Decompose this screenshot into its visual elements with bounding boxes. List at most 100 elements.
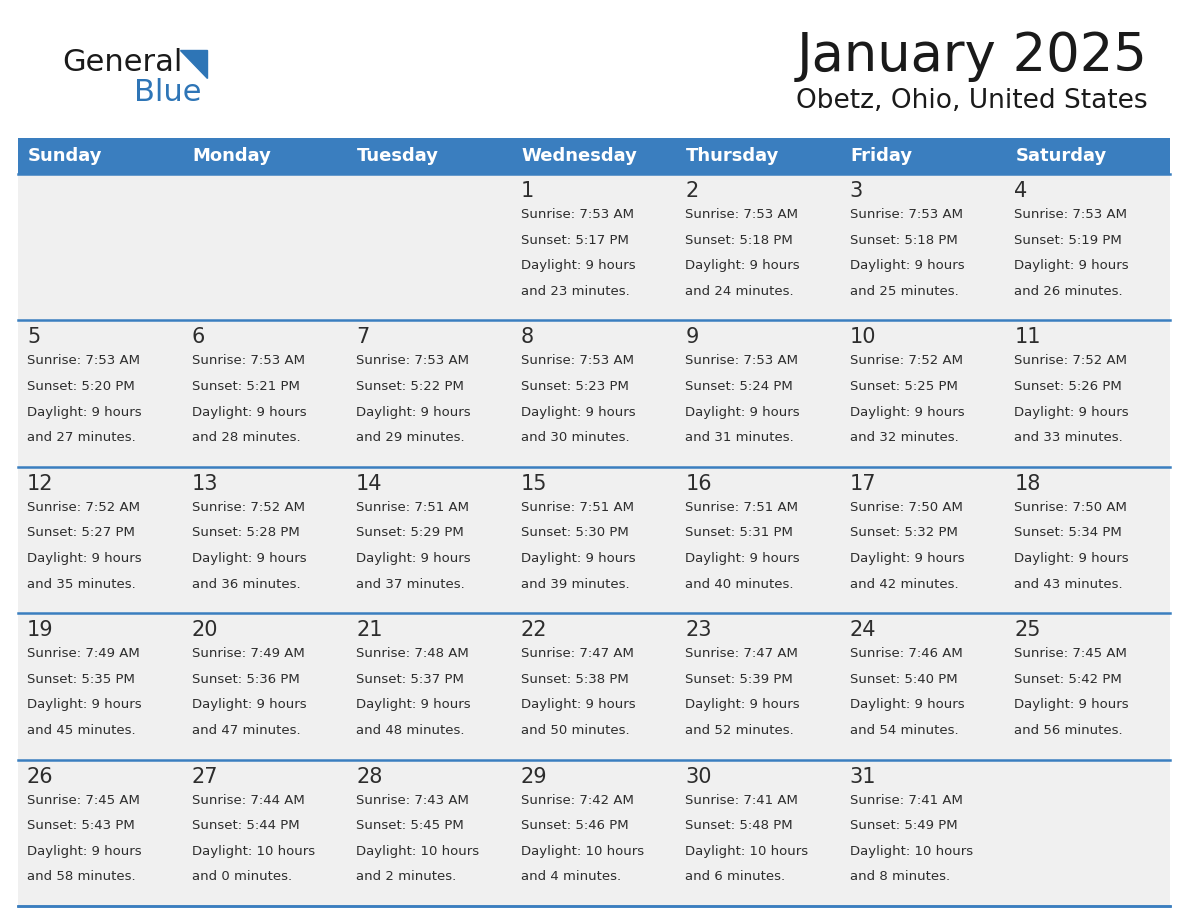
Text: Sunset: 5:45 PM: Sunset: 5:45 PM: [356, 819, 463, 833]
Bar: [347, 138, 512, 174]
Text: Sunrise: 7:46 AM: Sunrise: 7:46 AM: [849, 647, 962, 660]
Text: Monday: Monday: [192, 147, 271, 165]
Text: Sunrise: 7:45 AM: Sunrise: 7:45 AM: [1015, 647, 1127, 660]
Text: 18: 18: [1015, 474, 1041, 494]
Text: 28: 28: [356, 767, 383, 787]
Text: Sunset: 5:32 PM: Sunset: 5:32 PM: [849, 526, 958, 540]
Text: 15: 15: [520, 474, 548, 494]
Text: 30: 30: [685, 767, 712, 787]
Text: and 56 minutes.: and 56 minutes.: [1015, 724, 1123, 737]
Text: Sunrise: 7:53 AM: Sunrise: 7:53 AM: [191, 354, 304, 367]
Text: and 47 minutes.: and 47 minutes.: [191, 724, 301, 737]
Text: Sunset: 5:22 PM: Sunset: 5:22 PM: [356, 380, 465, 393]
Text: Daylight: 9 hours: Daylight: 9 hours: [27, 699, 141, 711]
Text: 8: 8: [520, 328, 533, 347]
Text: Tuesday: Tuesday: [358, 147, 440, 165]
Text: Sunrise: 7:53 AM: Sunrise: 7:53 AM: [356, 354, 469, 367]
Text: 5: 5: [27, 328, 40, 347]
Text: 24: 24: [849, 621, 877, 640]
Text: 4: 4: [1015, 181, 1028, 201]
Text: Sunrise: 7:51 AM: Sunrise: 7:51 AM: [520, 501, 633, 514]
Text: and 26 minutes.: and 26 minutes.: [1015, 285, 1123, 297]
Text: Sunset: 5:20 PM: Sunset: 5:20 PM: [27, 380, 134, 393]
Text: 19: 19: [27, 621, 53, 640]
Text: Sunset: 5:40 PM: Sunset: 5:40 PM: [849, 673, 958, 686]
Text: and 40 minutes.: and 40 minutes.: [685, 577, 794, 590]
Bar: [676, 138, 841, 174]
Text: Sunrise: 7:52 AM: Sunrise: 7:52 AM: [191, 501, 304, 514]
Text: Sunrise: 7:47 AM: Sunrise: 7:47 AM: [685, 647, 798, 660]
Text: 25: 25: [1015, 621, 1041, 640]
Text: and 2 minutes.: and 2 minutes.: [356, 870, 456, 883]
Text: and 45 minutes.: and 45 minutes.: [27, 724, 135, 737]
Text: 14: 14: [356, 474, 383, 494]
Text: 31: 31: [849, 767, 877, 787]
Text: Daylight: 9 hours: Daylight: 9 hours: [520, 699, 636, 711]
Text: Daylight: 10 hours: Daylight: 10 hours: [685, 845, 808, 857]
Text: Daylight: 9 hours: Daylight: 9 hours: [849, 259, 965, 273]
Text: and 30 minutes.: and 30 minutes.: [520, 431, 630, 444]
Text: Sunrise: 7:49 AM: Sunrise: 7:49 AM: [191, 647, 304, 660]
Text: Daylight: 9 hours: Daylight: 9 hours: [27, 406, 141, 419]
Bar: [1005, 138, 1170, 174]
Text: Daylight: 9 hours: Daylight: 9 hours: [520, 259, 636, 273]
Text: Sunset: 5:31 PM: Sunset: 5:31 PM: [685, 526, 794, 540]
Text: 3: 3: [849, 181, 864, 201]
Text: Daylight: 9 hours: Daylight: 9 hours: [191, 699, 307, 711]
Text: 21: 21: [356, 621, 383, 640]
Text: 16: 16: [685, 474, 712, 494]
Text: Sunset: 5:24 PM: Sunset: 5:24 PM: [685, 380, 794, 393]
Text: Daylight: 9 hours: Daylight: 9 hours: [685, 406, 800, 419]
Text: and 36 minutes.: and 36 minutes.: [191, 577, 301, 590]
Text: and 6 minutes.: and 6 minutes.: [685, 870, 785, 883]
Text: Daylight: 9 hours: Daylight: 9 hours: [520, 552, 636, 565]
Text: Daylight: 10 hours: Daylight: 10 hours: [356, 845, 479, 857]
Text: Daylight: 10 hours: Daylight: 10 hours: [191, 845, 315, 857]
Text: Sunrise: 7:49 AM: Sunrise: 7:49 AM: [27, 647, 140, 660]
Text: and 24 minutes.: and 24 minutes.: [685, 285, 794, 297]
Text: Sunrise: 7:44 AM: Sunrise: 7:44 AM: [191, 793, 304, 807]
Text: Sunrise: 7:52 AM: Sunrise: 7:52 AM: [849, 354, 962, 367]
Text: and 50 minutes.: and 50 minutes.: [520, 724, 630, 737]
Text: and 39 minutes.: and 39 minutes.: [520, 577, 630, 590]
Text: Daylight: 9 hours: Daylight: 9 hours: [356, 699, 470, 711]
Text: Sunrise: 7:45 AM: Sunrise: 7:45 AM: [27, 793, 140, 807]
Text: Sunset: 5:23 PM: Sunset: 5:23 PM: [520, 380, 628, 393]
Text: Daylight: 9 hours: Daylight: 9 hours: [520, 406, 636, 419]
Text: 10: 10: [849, 328, 877, 347]
Text: Sunrise: 7:42 AM: Sunrise: 7:42 AM: [520, 793, 633, 807]
Text: Sunrise: 7:53 AM: Sunrise: 7:53 AM: [685, 208, 798, 221]
Text: and 28 minutes.: and 28 minutes.: [191, 431, 301, 444]
Text: and 43 minutes.: and 43 minutes.: [1015, 577, 1123, 590]
Text: Sunset: 5:21 PM: Sunset: 5:21 PM: [191, 380, 299, 393]
Text: and 48 minutes.: and 48 minutes.: [356, 724, 465, 737]
Text: Daylight: 9 hours: Daylight: 9 hours: [849, 699, 965, 711]
Bar: [841, 138, 1005, 174]
Text: Daylight: 10 hours: Daylight: 10 hours: [849, 845, 973, 857]
Text: and 0 minutes.: and 0 minutes.: [191, 870, 292, 883]
Text: and 37 minutes.: and 37 minutes.: [356, 577, 465, 590]
Text: Sunrise: 7:41 AM: Sunrise: 7:41 AM: [685, 793, 798, 807]
Text: Sunrise: 7:53 AM: Sunrise: 7:53 AM: [27, 354, 140, 367]
Text: and 54 minutes.: and 54 minutes.: [849, 724, 959, 737]
Text: Sunrise: 7:51 AM: Sunrise: 7:51 AM: [685, 501, 798, 514]
Text: Daylight: 9 hours: Daylight: 9 hours: [27, 845, 141, 857]
Text: and 33 minutes.: and 33 minutes.: [1015, 431, 1123, 444]
Bar: [18, 320, 1170, 466]
Text: Daylight: 9 hours: Daylight: 9 hours: [1015, 552, 1129, 565]
Text: 2: 2: [685, 181, 699, 201]
Text: Sunset: 5:38 PM: Sunset: 5:38 PM: [520, 673, 628, 686]
Text: Daylight: 9 hours: Daylight: 9 hours: [685, 259, 800, 273]
Text: 7: 7: [356, 328, 369, 347]
Text: Daylight: 9 hours: Daylight: 9 hours: [1015, 259, 1129, 273]
Bar: [18, 466, 1170, 613]
Text: Sunrise: 7:53 AM: Sunrise: 7:53 AM: [1015, 208, 1127, 221]
Text: 27: 27: [191, 767, 219, 787]
Text: Sunrise: 7:53 AM: Sunrise: 7:53 AM: [520, 208, 633, 221]
Text: Sunset: 5:34 PM: Sunset: 5:34 PM: [1015, 526, 1123, 540]
Text: Friday: Friday: [851, 147, 914, 165]
Text: 23: 23: [685, 621, 712, 640]
Text: Sunrise: 7:47 AM: Sunrise: 7:47 AM: [520, 647, 633, 660]
Text: and 58 minutes.: and 58 minutes.: [27, 870, 135, 883]
Text: Sunset: 5:29 PM: Sunset: 5:29 PM: [356, 526, 463, 540]
